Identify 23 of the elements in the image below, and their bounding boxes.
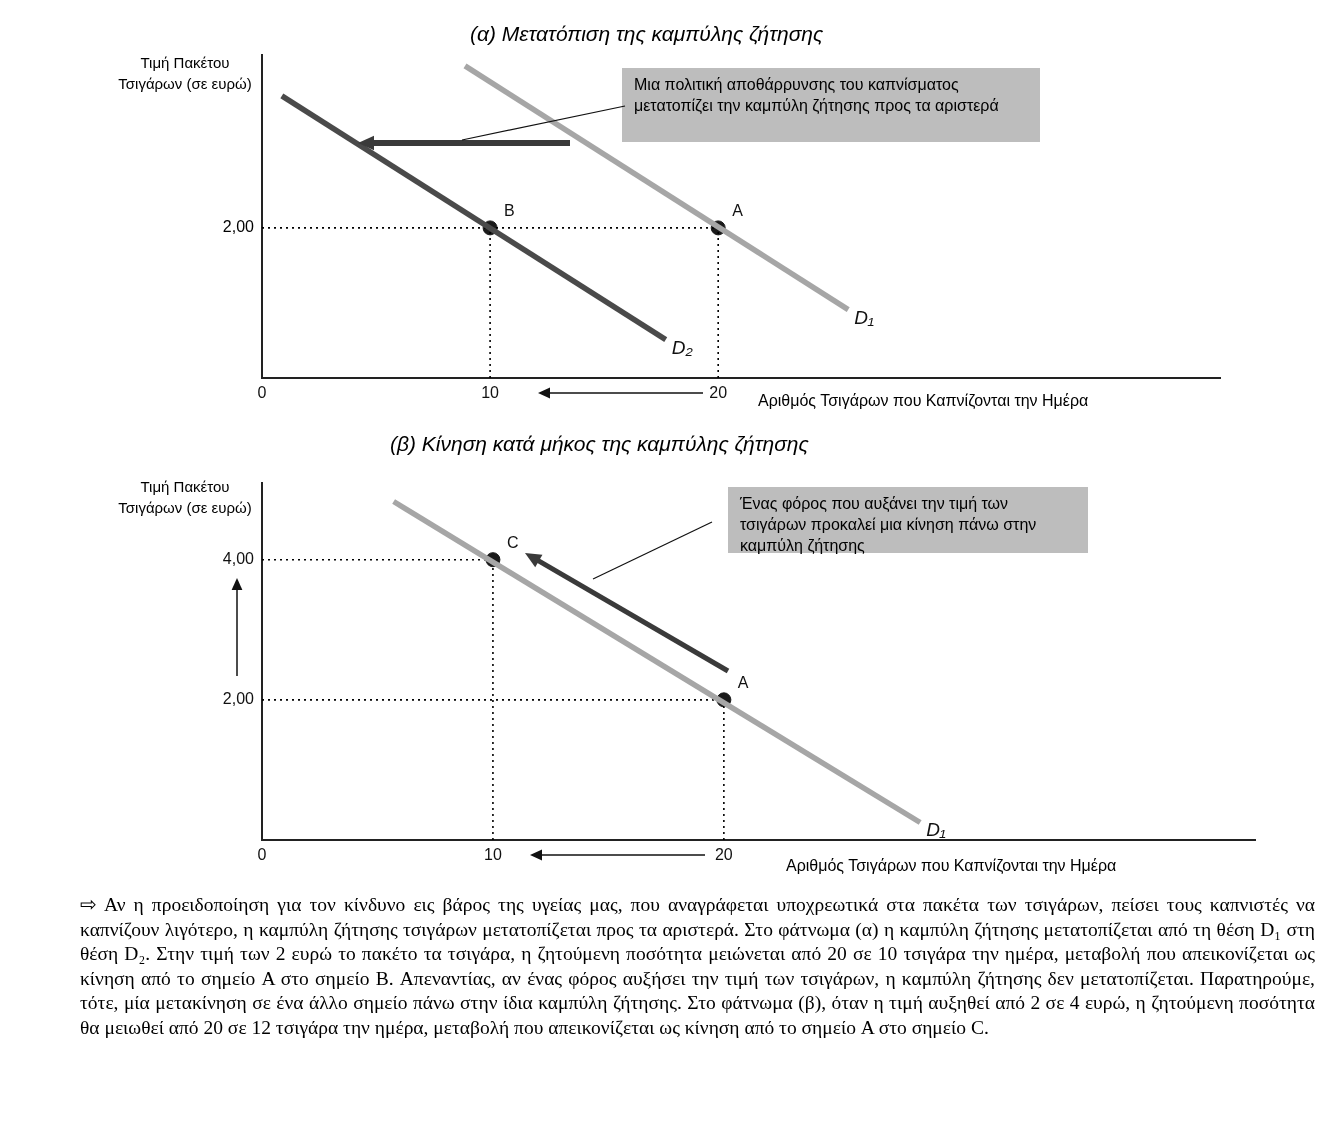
series-label: D₁ — [926, 819, 946, 841]
x-tick-label: 10 — [484, 846, 502, 864]
x-tick-label: 20 — [709, 384, 728, 402]
y-axis-title: Τιμή Πακέτου Τσιγάρων (σε ευρώ) — [117, 53, 253, 94]
chart-title: (α) Μετατόπιση της καμπύλης ζήτησης — [470, 22, 824, 46]
chart-title: (β) Κίνηση κατά μήκος της καμπύλης ζήτησης — [390, 432, 809, 456]
x-tick-label: 10 — [481, 384, 500, 402]
text: ⇨ Αν η προειδοποίηση για τον κίνδυνο εις βάρος της υγείας μας, που αναγράφεται υποχρεωτικά στα πακέτα των τσιγάρων, πείσει τους καπνιστές να καπνίζουν λιγότερο, η καμπύλη ζήτησης τσιγάρων μετατοπίζεται προς τα αριστερά. Στο φάτνωμα (α) η καμπύλη ζήτησης μετατοπίζεται από τη θέση D₁ στη θέση D₂. Στην τιμή των 2 ευρώ το πακέτο τα τσιγάρα, η ζητούμενη ποσότητα μειώνεται από 20 σε 10 τσιγάρα την ημέρα, μεταβολή που απεικονίζεται ως κίνηση από το σημείο A στο σημείο B. Απεναντίας, αν ένας φόρος αυξήσει την τιμή των τσιγάρων, η καμπύλη ζήτησης δεν μετατοπίζεται. Παρατηρούμε, τότε, μία μετακίνηση σε ένα άλλο σημείο πάνω στην ίδια καμπύλη ζήτησης. Στο φάτνωμα (β), όταν η τιμή αυξηθεί από 2 σε 4 ευρώ, η ζητούμενη ποσότητα θα μειωθεί από 20 σε 12 τσιγάρα την ημέρα, μεταβολή που απεικονίζεται ως κίνηση από το σημείο A στο σημείο C. — [80, 893, 1315, 1040]
y-tick-label: 4,00 — [222, 550, 255, 568]
series-label: C — [506, 533, 519, 551]
series-label: D₁ — [854, 306, 874, 328]
x-axis-title: Αριθμός Τσιγάρων που Καπνίζονται την Ημέρα — [786, 857, 1117, 875]
annotation: Ένας φόρος που αυξάνει την τιμή των τσιγάρων προκαλεί μια κίνηση πάνω στην καμπύλη ζήτησης — [739, 494, 1038, 556]
x-tick-label: 20 — [714, 846, 733, 864]
x-tick-label: 0 — [257, 384, 267, 402]
x-axis-title: Αριθμός Τσιγάρων που Καπνίζονται την Ημέρα — [758, 392, 1089, 410]
series-label: D₂ — [671, 336, 694, 358]
series-label: A — [737, 673, 749, 691]
annotation: Μια πολιτική αποθάρρυνσης του καπνίσματος μετατοπίζει την καμπύλη ζήτησης προς τα αριστερά — [633, 75, 1000, 116]
x-tick-label: 0 — [257, 846, 267, 864]
y-axis-title: Τιμή Πακέτου Τσιγάρων (σε ευρώ) — [117, 477, 253, 518]
series-label: B — [504, 201, 515, 219]
series-label: A — [732, 201, 744, 219]
